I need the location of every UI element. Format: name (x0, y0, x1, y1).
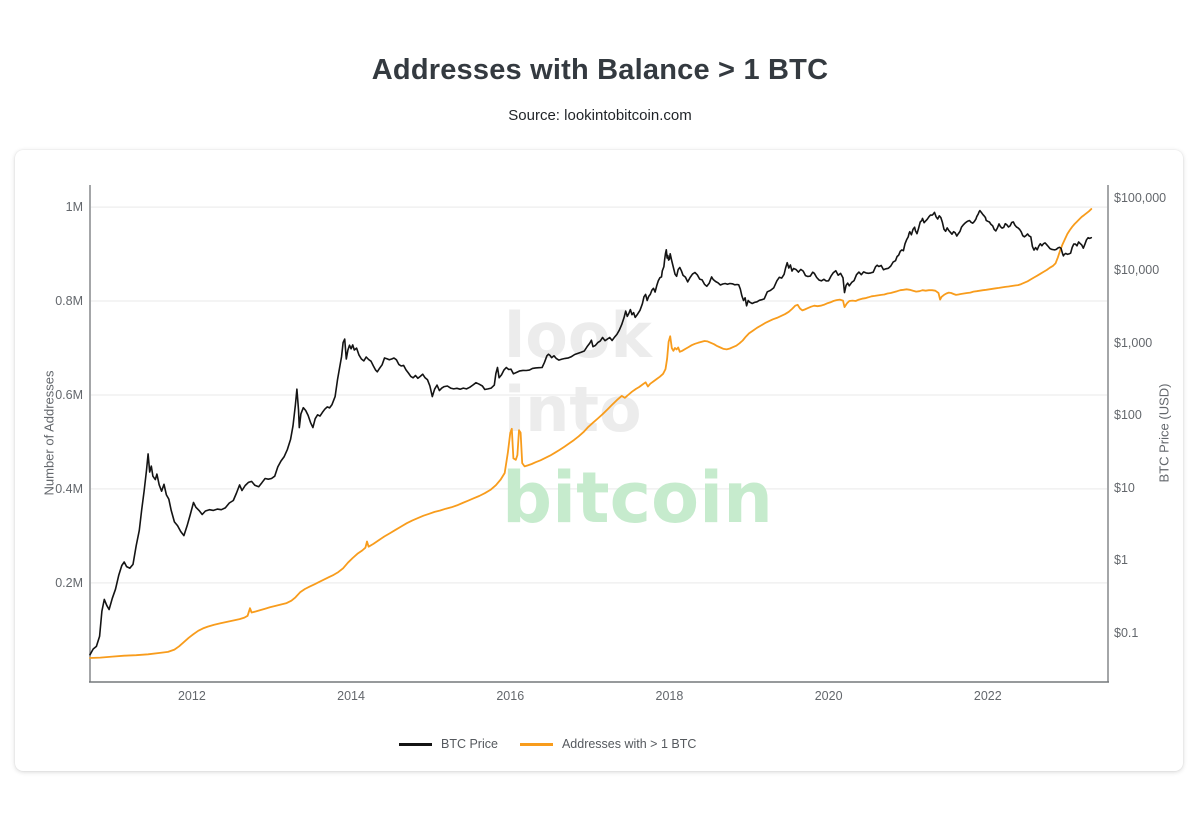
y-right-tick-label: $1,000 (1114, 335, 1153, 350)
x-tick-label: 2022 (973, 689, 1002, 703)
addresses-swatch (519, 742, 553, 746)
y-left-tick-label: 0.8M (55, 294, 83, 309)
btc-price-swatch (399, 742, 432, 746)
y-left-tick-label: 0.6M (55, 387, 83, 402)
legend-label-addresses: Addresses with > 1 BTC (561, 737, 697, 751)
y-right-axis-title: BTC Price (USD) (1156, 383, 1172, 483)
source-subtitle: Source: lookintobitcoin.com (508, 107, 692, 124)
x-tick-label: 2014 (337, 689, 365, 703)
x-tick-label: 2012 (177, 689, 206, 703)
watermark-into: into (504, 373, 642, 446)
y-right-tick-label: $1 (1114, 553, 1128, 568)
y-right-tick-label: $10,000 (1114, 263, 1160, 278)
axis-lines (89, 185, 1109, 683)
y-right-tick-label: $100 (1114, 408, 1142, 423)
y-left-tick-label: 0.4M (55, 481, 83, 496)
y-right-tick-label: $100,000 (1114, 190, 1167, 205)
btc-price-line (89, 209, 1093, 656)
addresses-line (89, 208, 1093, 659)
y-left-tick-label: 1M (65, 200, 83, 215)
chart-card (15, 150, 1183, 771)
legend-label-btc-price: BTC Price (441, 737, 498, 751)
legend-item-addresses[interactable]: Addresses with > 1 BTC (519, 737, 697, 751)
watermark-bitcoin: bitcoin (502, 457, 773, 539)
y-left-tick-label: 0.2M (55, 575, 83, 590)
gridlines (91, 206, 1107, 584)
watermark-look: look (504, 299, 653, 372)
x-tick-label: 2020 (814, 689, 843, 703)
x-tick-label: 2018 (655, 689, 684, 703)
y-right-tick-label: $0.1 (1114, 625, 1139, 640)
x-tick-label: 2016 (496, 689, 525, 703)
legend: BTC Price Addresses with > 1 BTC (399, 737, 696, 751)
watermark: look into bitcoin (502, 299, 773, 539)
legend-item-btc-price[interactable]: BTC Price (399, 737, 498, 751)
page-title: Addresses with Balance > 1 BTC (371, 54, 829, 86)
y-right-tick-label: $10 (1114, 480, 1135, 495)
